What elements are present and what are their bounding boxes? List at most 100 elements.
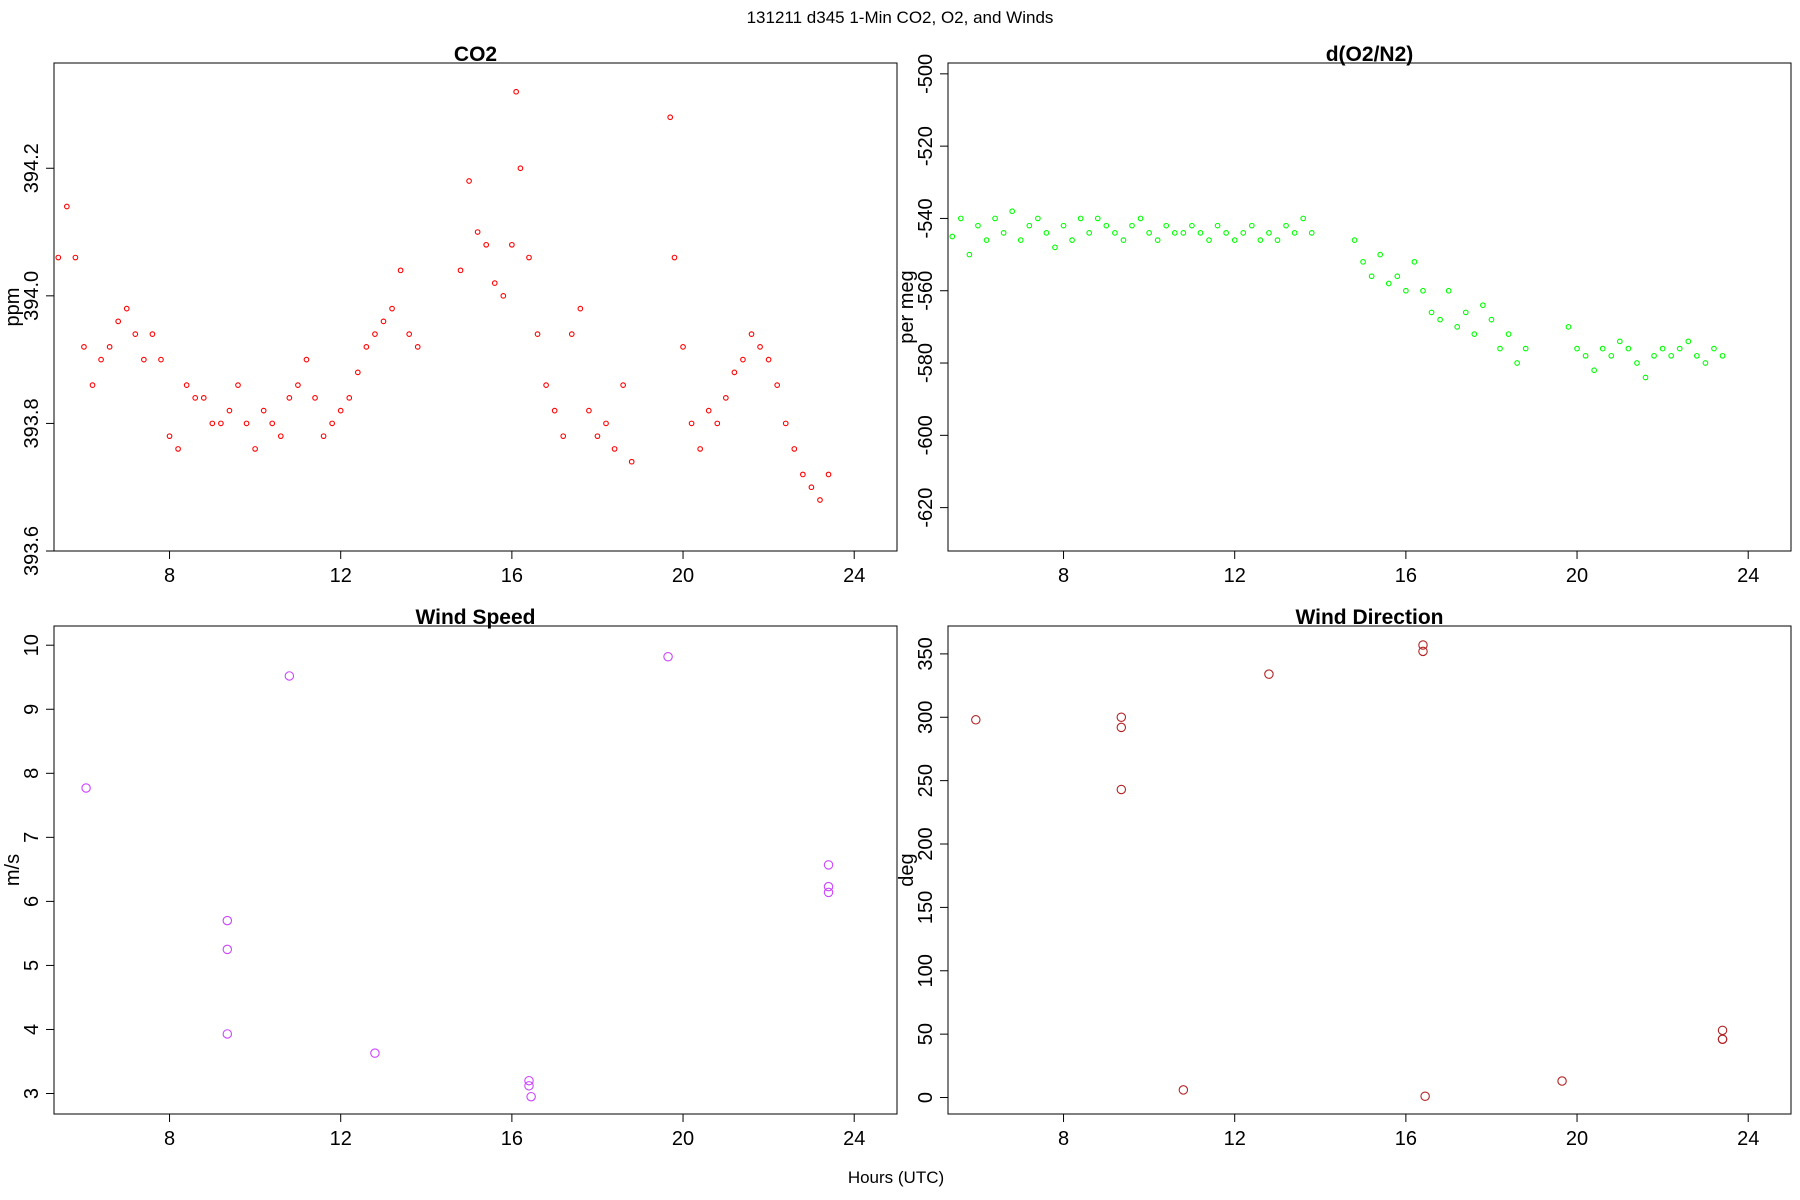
wdir-xtick-label: 24 [1737,1128,1759,1150]
co2-data-point [667,114,674,121]
co2-data-point [483,241,490,248]
co2-ylabel: ppm [2,288,24,327]
wspd-data-point [370,1048,380,1058]
o2n2-data-point [1497,345,1503,352]
wdir-data-point [1264,669,1274,679]
o2n2-data-point [1035,215,1041,222]
wdir-ytick-label: 50 [915,1023,937,1045]
co2-plot-frame [53,62,898,552]
o2n2-data-point [1420,287,1426,294]
co2-data-point [534,331,541,337]
co2-data-point [551,407,558,414]
wdir-data-point [1116,722,1127,733]
co2-data-point [782,420,789,427]
wspd-ytick-label: 6 [21,896,43,907]
o2n2-xtick-label: 8 [1058,565,1069,587]
wspd-data-point [284,671,295,681]
o2n2-data-point [1368,273,1375,280]
co2-data-point [740,356,746,363]
o2n2-data-point [1403,287,1409,294]
o2n2-xtick-label: 20 [1566,565,1588,587]
co2-data-point [72,254,79,261]
wdir-ytick-label: 100 [915,954,937,987]
o2n2-data-point [1702,360,1709,366]
o2n2-data-point [1377,251,1384,258]
o2n2-data-point [1214,222,1221,229]
wspd-xtick-label: 8 [164,1128,175,1150]
co2-data-point [620,382,626,388]
o2n2-data-point [1291,230,1298,236]
co2-data-point [303,356,310,363]
o2n2-ytick-label: -560 [915,271,937,311]
o2n2-data-point [1283,222,1289,229]
o2n2-data-point [1462,309,1469,316]
o2n2-data-point [1394,273,1401,280]
co2-data-point [389,305,395,312]
o2n2-data-point [1591,367,1598,374]
wspd-ytick-label: 5 [21,960,43,971]
o2n2-data-point [1146,230,1152,236]
o2n2-data-point [1231,237,1238,243]
co2-data-point [513,88,520,95]
co2-data-point [491,280,498,286]
o2n2-data-point [1634,360,1640,366]
o2n2-xtick-label: 12 [1224,565,1246,587]
wdir-data-point [1418,640,1428,650]
o2n2-data-point [1411,258,1418,265]
co2-data-point [372,331,378,337]
co2-title: CO2 [454,43,497,66]
wspd-ylabel: m/s [2,854,24,886]
wdir-data-point [1418,646,1428,657]
co2-data-point [286,395,293,401]
wspd-data-point [526,1091,536,1102]
o2n2-data-point [1197,230,1204,236]
co2-data-point [269,420,276,427]
wdir-xtick-label: 12 [1224,1128,1246,1150]
co2-data-point [183,382,190,388]
wdir-data-point [1557,1076,1567,1086]
wdir-ytick-label: 150 [915,891,937,924]
o2n2-data-point [1625,345,1632,352]
co2-data-point [586,407,592,414]
o2n2-data-point [1223,230,1229,236]
co2-data-point [192,395,199,401]
co2-data-point [260,407,267,414]
co2-data-point [825,471,832,478]
o2n2-data-point [1574,345,1580,352]
wspd-data-point [524,1075,534,1086]
o2n2-data-point [1505,331,1512,337]
o2n2-data-point [1000,230,1007,236]
wspd-data-point [222,915,233,926]
co2-panel: CO2 8 12 16 20 24 393.6 393.8 394.0 394.2 ppm [2,43,898,587]
wdir-data-point [1717,1034,1728,1044]
o2n2-plot-frame [947,62,1792,552]
co2-data-point [320,433,327,440]
co2-data-point [123,305,130,312]
o2n2-data-point [992,215,998,222]
co2-data-point [543,382,549,388]
co2-data-point [158,356,164,363]
o2n2-data-point [1454,324,1461,330]
o2n2-data-point [1565,324,1572,330]
co2-data-point [577,305,584,312]
wspd-data-point [524,1081,534,1091]
wdir-panel: Wind Direction 8 12 16 20 24 0 50 100 150 200 250 30… [896,606,1792,1150]
wspd-ytick-label: 10 [21,634,43,656]
co2-ytick-label: 394.2 [21,143,43,193]
o2n2-data-point [1206,237,1212,243]
o2n2-data-point [1599,345,1606,352]
o2n2-data-point [1129,222,1135,229]
o2n2-data-point [1445,287,1452,294]
co2-data-point [603,420,609,427]
co2-xtick-label: 16 [501,565,523,587]
o2n2-data-point [1437,316,1443,323]
co2-data-point [252,446,258,452]
co2-data-point [474,229,481,235]
o2n2-data-point [1137,215,1144,222]
co2-data-point [89,382,96,388]
wspd-ytick-label: 4 [21,1024,43,1035]
o2n2-xtick-label: 16 [1395,565,1417,587]
wspd-ytick-label: 7 [21,832,43,843]
co2-data-point [209,420,216,427]
co2-data-point [457,267,464,274]
